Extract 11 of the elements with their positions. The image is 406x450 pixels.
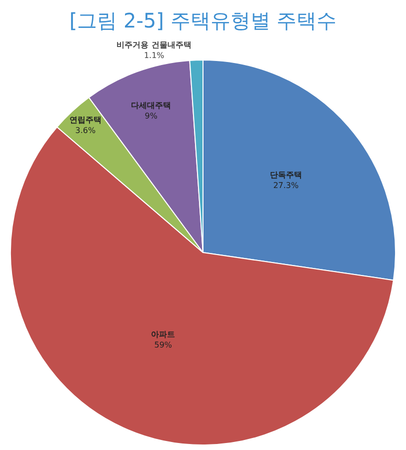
slice-label: 단독주택 (270, 170, 302, 180)
slice-label: 아파트 (151, 330, 176, 339)
slice-label: 다세대주택 (131, 101, 172, 110)
data-label: 27.3% (273, 180, 299, 190)
chart-title: [그림 2-5] 주택유형별 주택수 (69, 8, 337, 32)
data-label: 3.6% (75, 126, 96, 135)
data-label: 1.1% (144, 51, 165, 60)
data-label: 59% (154, 340, 172, 350)
data-label: 9% (144, 111, 158, 120)
slice-label: 연립주택 (69, 115, 102, 124)
slice-label: 비주거용 건물내주택 (116, 40, 192, 50)
